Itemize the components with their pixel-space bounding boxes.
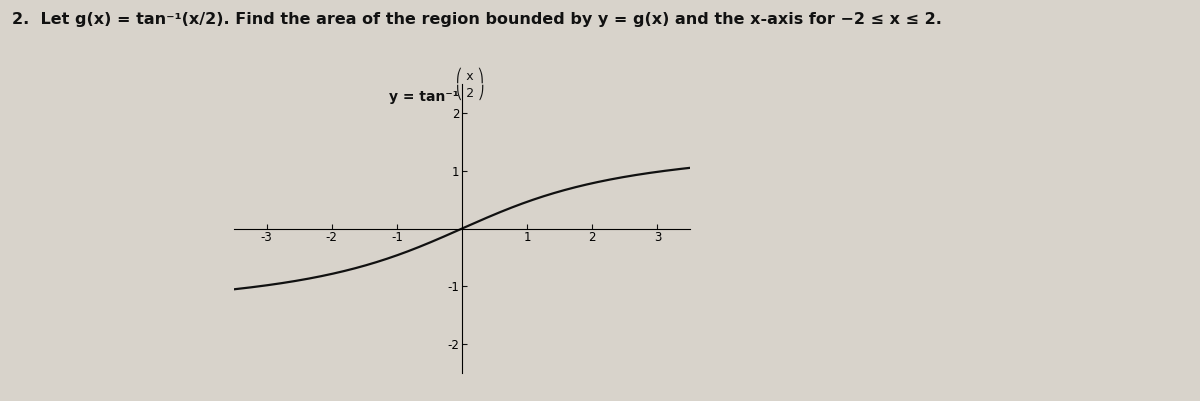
Text: 2.  Let g(x) = tan⁻¹(x/2). Find the area of the region bounded by y = g(x) and t: 2. Let g(x) = tan⁻¹(x/2). Find the area … — [12, 12, 942, 27]
Text: y = tan⁻¹: y = tan⁻¹ — [389, 90, 458, 104]
Text: ⎛ x ⎞
⎝ 2 ⎠: ⎛ x ⎞ ⎝ 2 ⎠ — [456, 67, 484, 100]
